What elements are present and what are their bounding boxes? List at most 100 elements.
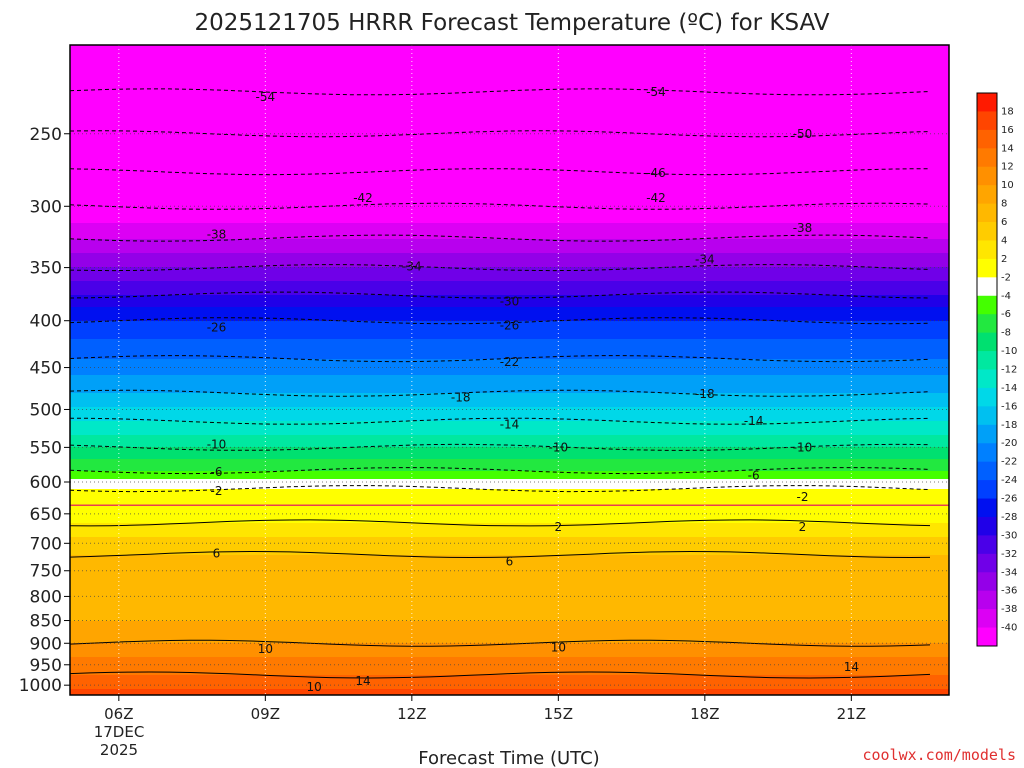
colorbar-swatch [977, 424, 997, 444]
colorbar-tick-label: -34 [1001, 567, 1017, 578]
temperature-band [70, 437, 949, 440]
temperature-band [70, 457, 949, 460]
chart-title: 2025121705 HRRR Forecast Temperature (ºC… [194, 10, 829, 36]
colorbar-tick-label: -36 [1001, 586, 1017, 597]
temperature-band [70, 145, 949, 148]
colorbar-tick-label: 10 [1001, 180, 1014, 191]
contour-label: 10 [551, 641, 566, 655]
temperature-band [70, 251, 949, 254]
temperature-band [70, 519, 949, 522]
isotherm-line [69, 234, 931, 242]
temperature-band [70, 153, 949, 156]
y-tick-label: 400 [30, 312, 62, 332]
temperature-band [70, 277, 949, 280]
contour-label: -46 [646, 166, 666, 180]
temperature-band [70, 365, 949, 368]
colorbar-swatch [977, 203, 997, 223]
temperature-band [70, 581, 949, 584]
temperature-band [70, 655, 949, 658]
contour-label: -38 [793, 221, 813, 235]
colorbar-tick-label: 8 [1001, 199, 1007, 210]
temperature-band [70, 197, 949, 200]
temperature-band [70, 621, 949, 624]
isotherm-line [69, 202, 931, 210]
temperature-band [70, 271, 949, 274]
temperature-band [70, 497, 949, 500]
contour-label: -6 [211, 465, 223, 479]
temperature-band [70, 527, 949, 530]
colorbar-tick-label: 4 [1001, 235, 1007, 246]
temperature-band [70, 77, 949, 80]
temperature-band [70, 173, 949, 176]
temperature-band [70, 237, 949, 240]
temperature-band [70, 125, 949, 128]
temperature-band [70, 65, 949, 68]
temperature-band [70, 469, 949, 472]
temperature-band [70, 679, 949, 682]
temperature-band [70, 449, 949, 452]
temperature-band [70, 455, 949, 458]
colorbar-tick-label: 12 [1001, 162, 1014, 173]
colorbar-tick-label: -12 [1001, 365, 1017, 376]
x-date-day: 17DEC [94, 723, 145, 741]
temperature-band [70, 561, 949, 564]
temperature-band [70, 135, 949, 138]
contour-label: -50 [793, 127, 813, 141]
temperature-band [70, 49, 949, 52]
temperature-band [70, 235, 949, 238]
temperature-band [70, 321, 949, 324]
y-tick-label: 950 [30, 656, 62, 676]
colorbar-swatch [977, 148, 997, 168]
temperature-band [70, 473, 949, 476]
y-tick-label: 350 [30, 259, 62, 279]
contour-label: -14 [744, 414, 764, 428]
isotherm-line [69, 519, 931, 527]
isotherm-line [69, 88, 931, 96]
temperature-band [70, 659, 949, 662]
contour-label: -14 [500, 417, 520, 431]
temperature-band [70, 105, 949, 108]
temperature-band [70, 81, 949, 84]
temperature-band [70, 225, 949, 228]
temperature-band [70, 591, 949, 594]
temperature-band [70, 477, 949, 480]
temperature-band [70, 107, 949, 110]
temperature-band [70, 247, 949, 250]
colorbar-swatch [977, 222, 997, 241]
temperature-band [70, 461, 949, 464]
temperature-band [70, 219, 949, 222]
isotherm-line [69, 467, 931, 475]
temperature-band [70, 123, 949, 126]
temperature-band [70, 505, 949, 508]
contour-label: -54 [646, 85, 666, 99]
temperature-band [70, 131, 949, 134]
temperature-band [70, 179, 949, 182]
temperature-band [70, 389, 949, 392]
temperature-band [70, 301, 949, 304]
temperature-band [70, 311, 949, 314]
contour-label: -18 [451, 390, 471, 404]
colorbar-tick-label: -16 [1001, 401, 1017, 412]
temperature-band [70, 481, 949, 484]
temperature-band [70, 503, 949, 506]
temperature-band [70, 603, 949, 606]
temperature-band [70, 395, 949, 398]
temperature-band [70, 523, 949, 526]
colorbar-swatch [977, 240, 997, 260]
colorbar-frame [976, 92, 998, 647]
temperature-band [70, 675, 949, 678]
credit-link[interactable]: coolwx.com/models [862, 746, 1016, 764]
temperature-band [70, 689, 949, 692]
temperature-band [70, 323, 949, 326]
temperature-band [70, 191, 949, 194]
temperature-band [70, 435, 949, 438]
temperature-band [70, 167, 949, 170]
temperature-band [70, 53, 949, 56]
contour-label: -38 [207, 227, 227, 241]
x-tick-label: 15Z [544, 705, 573, 723]
contour-label: -42 [353, 191, 373, 205]
temperature-band [70, 631, 949, 634]
temperature-band [70, 209, 949, 212]
temperature-band [70, 555, 949, 558]
